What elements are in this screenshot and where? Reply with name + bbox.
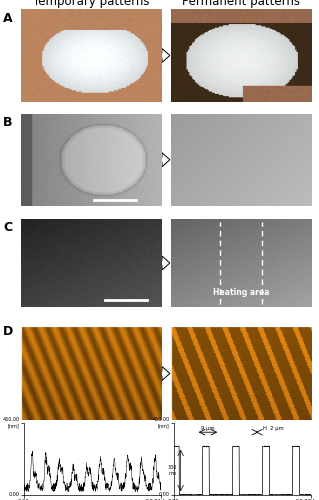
- Text: B: B: [3, 116, 13, 129]
- Text: Permanent patterns: Permanent patterns: [182, 0, 300, 8]
- Text: A: A: [3, 12, 13, 24]
- FancyArrow shape: [149, 153, 170, 167]
- Text: D: D: [3, 325, 13, 338]
- FancyArrow shape: [149, 256, 170, 270]
- FancyArrow shape: [149, 48, 170, 62]
- Text: 9 μm: 9 μm: [201, 426, 215, 430]
- FancyArrow shape: [149, 366, 170, 380]
- Text: 300
nm: 300 nm: [167, 466, 177, 476]
- Text: H  2 μm: H 2 μm: [263, 426, 283, 430]
- Text: Temporary patterns: Temporary patterns: [33, 0, 149, 8]
- Text: C: C: [3, 221, 12, 234]
- Text: Heating area: Heating area: [213, 288, 269, 297]
